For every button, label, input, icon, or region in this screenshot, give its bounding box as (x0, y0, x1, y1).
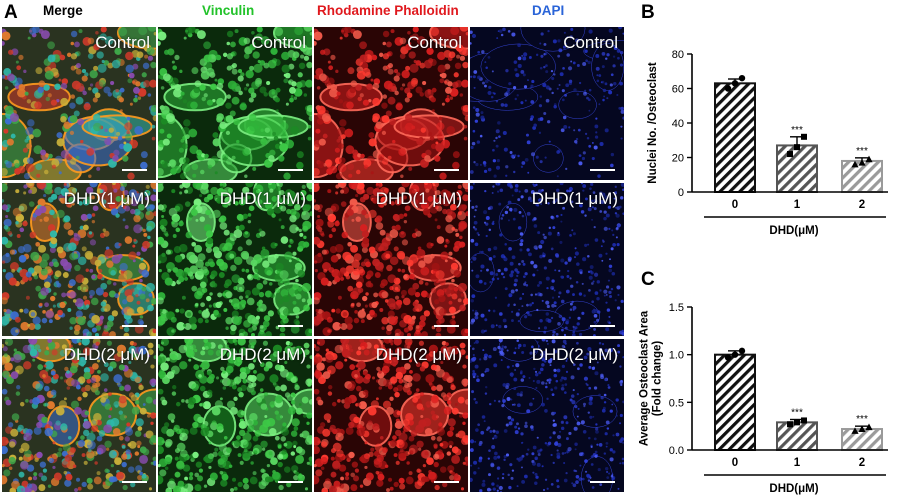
scale-bar (434, 325, 459, 327)
bar-1 (776, 144, 818, 194)
y-axis-label: Average Osteoclast Area(Fold change) (639, 310, 664, 446)
significance-marker: *** (791, 125, 803, 136)
scale-bar (590, 481, 615, 483)
panel-c-letter: C (641, 269, 655, 290)
data-point (731, 351, 739, 358)
y-tick-label: 20 (672, 153, 684, 165)
scale-bar (590, 169, 615, 171)
y-tick-label: 80 (672, 49, 684, 61)
micrograph-blue-row-3: DHD(2 μM) (470, 339, 624, 492)
condition-label: Control (95, 33, 150, 52)
significance-marker: *** (791, 407, 803, 418)
condition-label: Control (407, 33, 462, 52)
condition-label: Control (563, 33, 618, 52)
x-tick-label: 0 (732, 199, 738, 211)
significance-marker: *** (856, 146, 868, 157)
y-tick-label: 1.5 (669, 302, 684, 314)
data-point (858, 159, 866, 166)
significance-marker: *** (856, 414, 868, 425)
scale-bar (434, 481, 459, 483)
condition-label: DHD(1 μM) (375, 189, 462, 208)
data-point (787, 421, 793, 428)
column-header-rhodamine-phalloidin: Rhodamine Phalloidin (317, 3, 459, 18)
micrograph-green-row-2: DHD(1 μM) (158, 183, 312, 336)
x-tick-label: 0 (732, 457, 738, 469)
condition-label: DHD(2 μM) (375, 345, 462, 364)
scale-bar (434, 169, 459, 171)
micrograph-green-row-1: Control (158, 27, 312, 180)
x-tick-label: 2 (859, 457, 865, 469)
y-tick-label: 0.0 (669, 445, 684, 457)
osteoclast-area-chart: 0.0 0.5 1.0 1.5 Average Osteoclast Area(Fold… (639, 302, 888, 495)
scale-bar (122, 481, 147, 483)
micrograph-blue-row-2: DHD(1 μM) (470, 183, 624, 336)
data-point (801, 133, 807, 140)
data-point (787, 151, 793, 158)
column-header-dapi: DAPI (532, 3, 565, 18)
x-axis-label: DHD(μM) (769, 483, 818, 495)
scale-bar (122, 169, 147, 171)
y-tick-label: 1.0 (669, 350, 684, 362)
condition-label: DHD(2 μM) (531, 345, 618, 364)
condition-label: DHD(1 μM) (531, 189, 618, 208)
data-point (738, 347, 746, 355)
data-point (865, 155, 873, 163)
y-tick-label: 0 (678, 187, 684, 199)
micrograph-merge-row-3: DHD(2 μM) (2, 339, 156, 492)
micrograph-merge-row-1: Control (2, 27, 156, 180)
micrograph-green-row-3: DHD(2 μM) (158, 339, 312, 492)
x-tick-label: 2 (859, 199, 865, 211)
data-point (858, 425, 866, 433)
panel-a-letter: A (4, 2, 18, 23)
panel-b-letter: B (641, 2, 655, 23)
y-tick-label: 0.5 (669, 397, 684, 409)
bar-2 (841, 428, 883, 452)
nuclei-per-osteoclast-chart: 0 20 40 60 80 Nuclei No. /Osteoclast 0 *** 1 *** 2… (647, 49, 888, 237)
scale-bar (122, 325, 147, 327)
y-axis-label: Nuclei No. /Osteoclast (647, 62, 659, 184)
data-point (865, 423, 873, 431)
data-point (801, 417, 807, 424)
condition-label: Control (251, 33, 306, 52)
data-point (724, 85, 732, 92)
scale-bar (278, 325, 303, 327)
scale-bar (278, 169, 303, 171)
condition-label: DHD(1 μM) (63, 189, 150, 208)
data-point (794, 419, 800, 426)
scale-bar (590, 325, 615, 327)
micrograph-merge-row-2: DHD(1 μM) (2, 183, 156, 336)
condition-label: DHD(1 μM) (219, 189, 306, 208)
x-tick-label: 1 (794, 199, 801, 211)
micrograph-red-row-1: Control (314, 27, 468, 180)
micrograph-blue-row-1: Control (470, 27, 624, 180)
x-axis-label: DHD(μM) (769, 225, 818, 237)
bar-1 (776, 421, 818, 451)
data-point (738, 74, 746, 82)
column-header-vinculin: Vinculin (202, 3, 255, 18)
micrograph-red-row-3: DHD(2 μM) (314, 339, 468, 492)
x-tick-label: 1 (794, 457, 801, 469)
y-tick-label: 40 (672, 118, 684, 130)
column-header-merge: Merge (43, 3, 83, 18)
data-point (851, 427, 859, 434)
data-point (724, 354, 732, 361)
condition-label: DHD(2 μM) (63, 345, 150, 364)
data-point (851, 160, 859, 168)
condition-label: DHD(2 μM) (219, 345, 306, 364)
y-tick-label: 60 (672, 84, 684, 96)
data-point (794, 144, 800, 151)
data-point (731, 80, 739, 87)
bar-0 (714, 353, 756, 451)
micrograph-red-row-2: DHD(1 μM) (314, 183, 468, 336)
bar-0 (714, 82, 756, 194)
scale-bar (278, 481, 303, 483)
